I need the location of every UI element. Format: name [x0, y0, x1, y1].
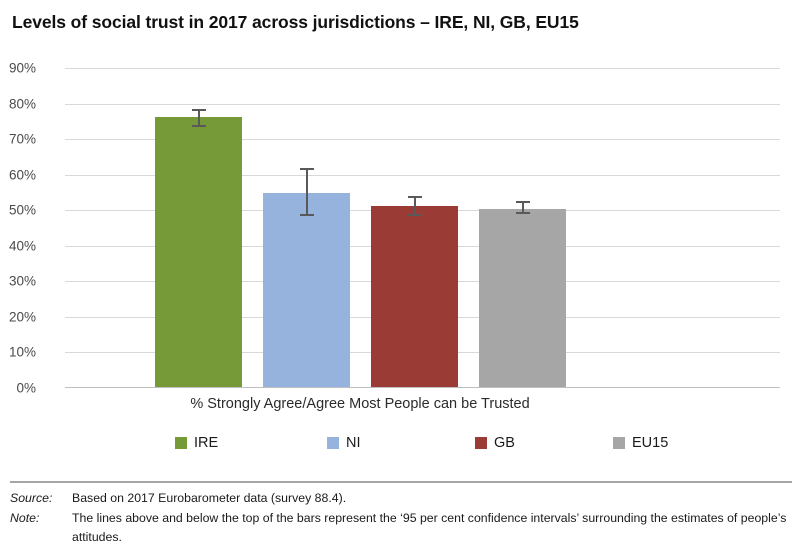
legend-swatch-icon [613, 437, 625, 449]
footnote-note-label: Note: [10, 511, 40, 526]
legend-swatch-icon [327, 437, 339, 449]
error-bar-line [305, 167, 308, 216]
footnote-source-text: Based on 2017 Eurobarometer data (survey… [72, 491, 347, 505]
legend-item-eu15[interactable]: EU15 [613, 432, 668, 454]
gridline [65, 174, 780, 176]
y-axis-tick-label: 30% [8, 273, 36, 289]
x-axis-line [65, 387, 780, 388]
footnote-divider [10, 481, 792, 483]
legend-item-label: IRE [194, 435, 219, 451]
y-axis-tick-label: 60% [8, 167, 36, 183]
error-bar-cap-bottom [407, 213, 422, 216]
footnote-note-text: The lines above and below the top of the… [72, 511, 787, 545]
error-bar-cap-bottom [299, 213, 314, 216]
y-axis-tick-label: 20% [8, 309, 36, 325]
y-axis-tick-label: 90% [8, 60, 36, 76]
chart-plot-area: 0% 10% 20% 30% 40% 50% 60% 70% 80% 90% [9, 61, 780, 396]
legend-item-ni[interactable]: NI [327, 432, 361, 454]
error-bar-cap-top [191, 108, 206, 111]
footnote-note-row: Note: The lines above and below the top … [10, 509, 792, 547]
legend-swatch-icon [475, 437, 487, 449]
bar-ni [263, 193, 350, 387]
y-axis-tick-label: 10% [8, 344, 36, 360]
y-axis-tick-label: 40% [8, 238, 36, 254]
legend-item-gb[interactable]: GB [475, 432, 515, 454]
bar-gb [371, 205, 458, 387]
error-bar-cap-bottom [515, 211, 530, 214]
footnote-source-row: Source: Based on 2017 Eurobarometer data… [10, 489, 792, 508]
y-axis-tick-label: 50% [8, 202, 36, 218]
y-axis-tick-label: 0% [16, 380, 36, 396]
gridline [65, 103, 780, 105]
footnotes: Source: Based on 2017 Eurobarometer data… [10, 489, 792, 548]
error-bar-cap-top [407, 196, 422, 198]
footnote-source-label: Source: [10, 491, 53, 505]
y-axis-tick-label: 70% [8, 131, 36, 147]
gridline [65, 139, 780, 141]
error-bar-cap-bottom [191, 124, 206, 127]
error-bar-cap-top [515, 201, 530, 204]
y-axis-tick-label: 80% [8, 96, 36, 112]
legend-swatch-icon [175, 437, 187, 449]
error-bar-cap-top [299, 167, 314, 170]
bar-eu15 [479, 208, 566, 387]
chart-legend: IRE NI GB EU15 [65, 432, 668, 456]
error-bar-line [413, 196, 416, 216]
legend-item-label: GB [494, 435, 515, 451]
legend-item-label: EU15 [632, 435, 669, 451]
gridline [65, 68, 780, 69]
legend-item-ire[interactable]: IRE [175, 432, 218, 454]
page-title: Levels of social trust in 2017 across ju… [12, 12, 579, 32]
legend-item-label: NI [346, 435, 361, 451]
bar-ire [155, 116, 242, 387]
x-axis-title: % Strongly Agree/Agree Most People can b… [190, 396, 530, 412]
error-bar-line [197, 108, 200, 127]
error-bar-line [521, 201, 524, 214]
